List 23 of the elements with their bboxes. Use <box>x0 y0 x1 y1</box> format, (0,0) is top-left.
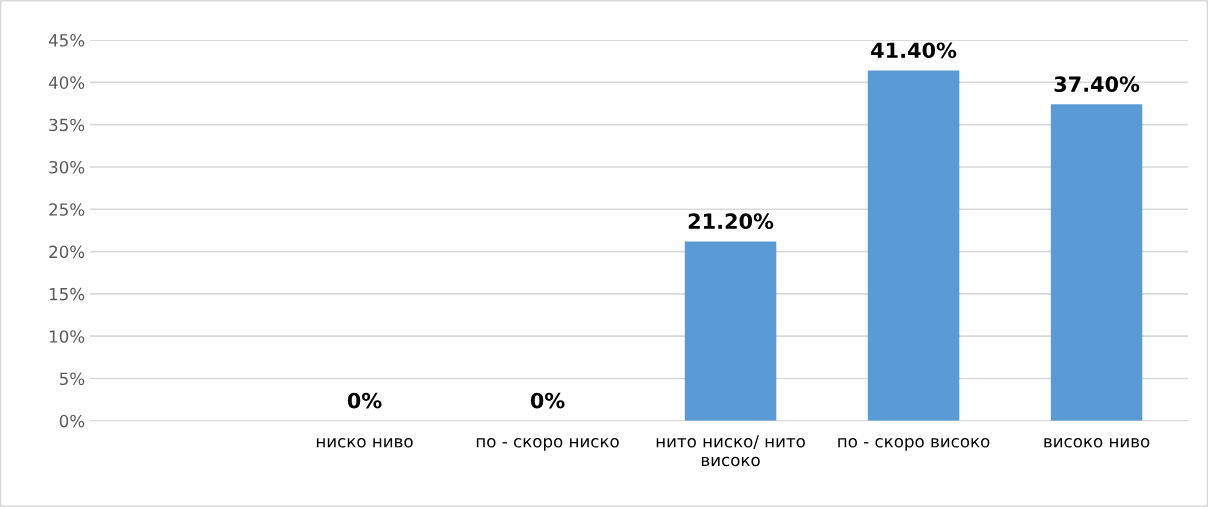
data-label: 21.20% <box>688 213 774 230</box>
y-tick-label: 15% <box>49 287 85 301</box>
y-tick-label: 35% <box>49 118 85 132</box>
y-tick-label: 0% <box>59 414 85 428</box>
data-label: 37.40% <box>1054 76 1140 92</box>
bar <box>1050 104 1143 421</box>
y-tick-label: 5% <box>59 372 85 386</box>
y-tick-label: 40% <box>48 76 85 89</box>
x-tick-label: по - скоро високо <box>838 438 990 451</box>
y-tick-label: 45% <box>48 34 85 47</box>
x-tick-label: високо ниво <box>1044 438 1150 448</box>
y-tick-label: 10% <box>49 330 85 343</box>
data-label: 41.40% <box>871 42 957 59</box>
x-tick-label: нито ниско/ нито високо <box>656 435 805 467</box>
bar <box>684 241 777 421</box>
x-tick-label: ниско ниво <box>316 438 413 448</box>
y-tick-label: 20% <box>49 245 85 259</box>
bar <box>867 70 960 421</box>
y-tick-label: 25% <box>49 203 85 216</box>
x-tick-label: по - скоро ниско <box>476 438 619 451</box>
data-label: 0% <box>530 392 565 409</box>
y-tick-label: 30% <box>49 160 85 174</box>
data-label: 0% <box>347 392 382 409</box>
